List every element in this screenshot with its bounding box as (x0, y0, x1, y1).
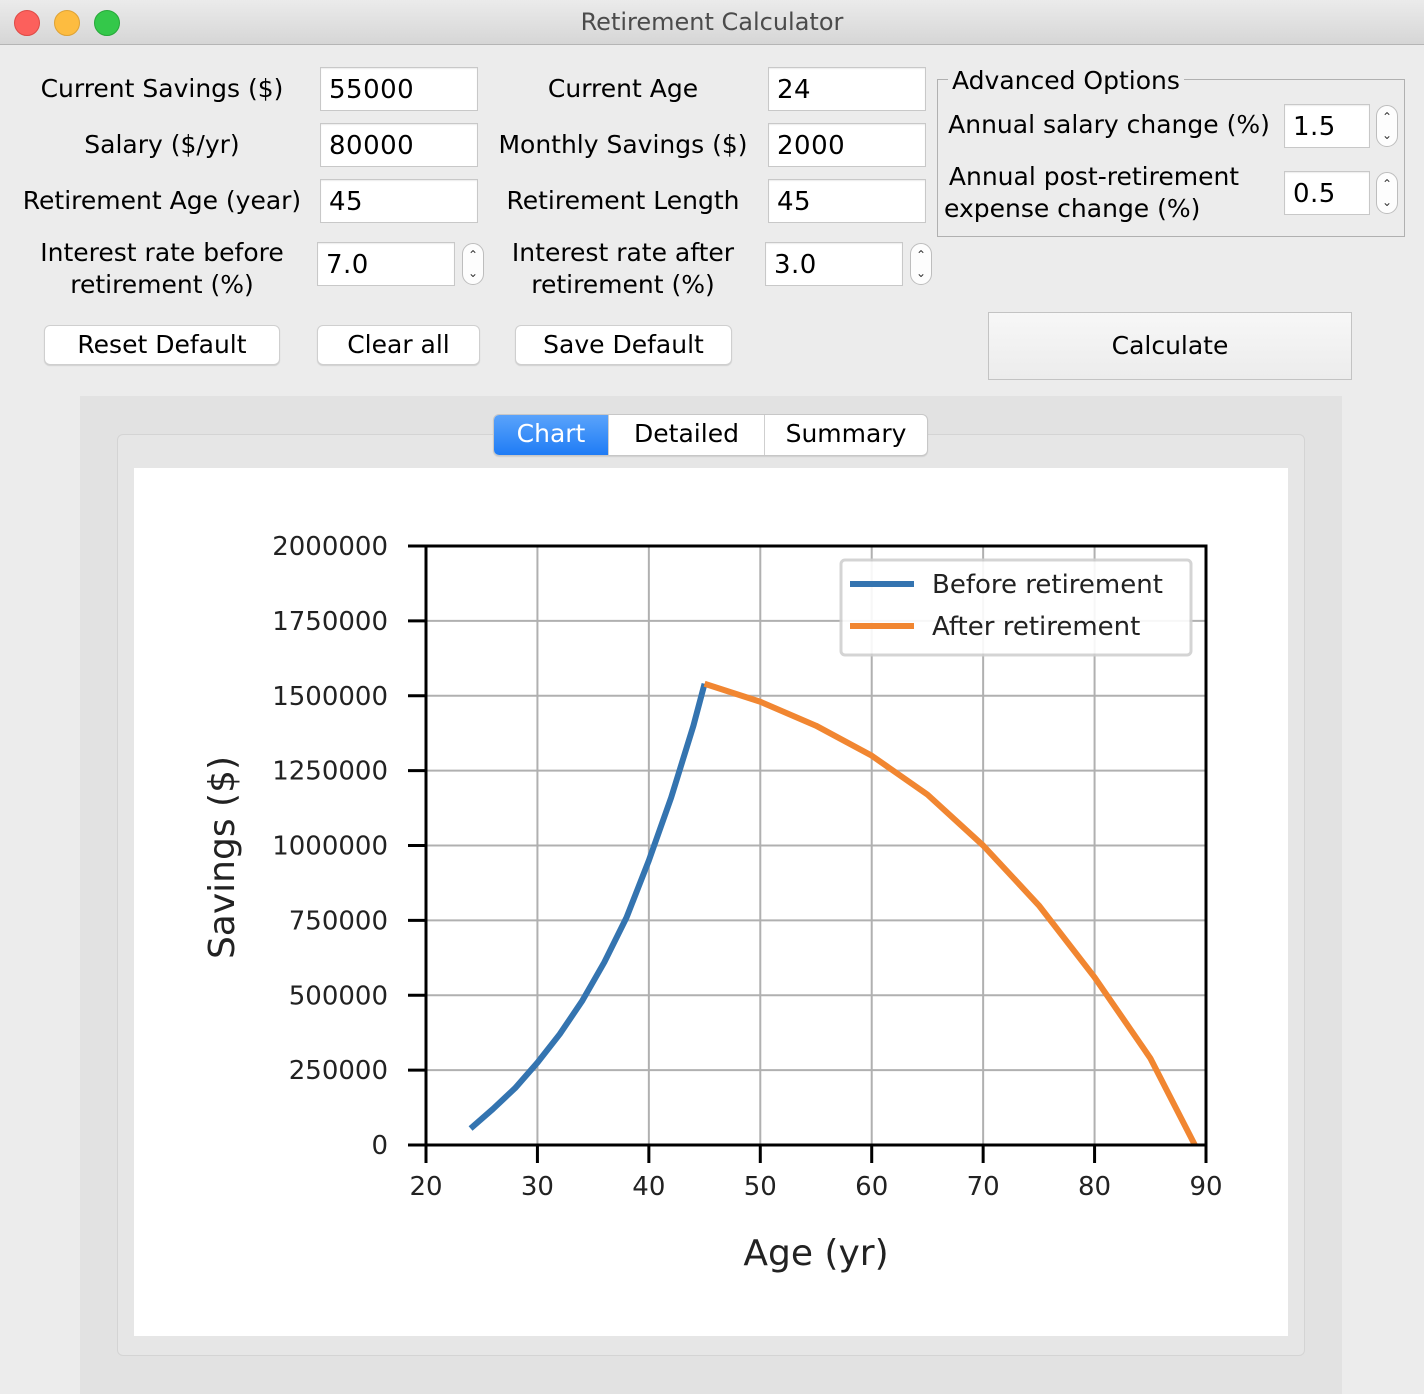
current-age-label: Current Age (547, 74, 699, 103)
expense-change-label-line2: expense change (%) (944, 194, 1201, 223)
legend-label-before: Before retirement (932, 570, 1163, 600)
legend-label-after: After retirement (932, 612, 1140, 642)
y-tick-label: 1500000 (272, 682, 388, 712)
x-tick-label: 60 (855, 1172, 888, 1202)
y-tick-label: 1000000 (272, 832, 388, 862)
interest-before-input[interactable]: 7.0 (317, 242, 455, 286)
series-line-after (703, 680, 1198, 1147)
current-savings-input[interactable]: 55000 (320, 67, 478, 111)
tab-detailed[interactable]: Detailed (608, 415, 764, 455)
x-tick-label: 50 (744, 1172, 777, 1202)
chevron-down-icon[interactable]: ⌄ (467, 266, 479, 280)
interest-after-label-line2: retirement (%) (531, 270, 715, 299)
x-tick-label: 20 (409, 1172, 442, 1202)
reset-default-button[interactable]: Reset Default (44, 325, 280, 365)
x-tick-label: 30 (521, 1172, 554, 1202)
retirement-age-input[interactable]: 45 (320, 179, 478, 223)
interest-before-label-line2: retirement (%) (70, 270, 254, 299)
retirement-age-label: Retirement Age (year) (22, 186, 302, 215)
chevron-down-icon[interactable]: ⌄ (1381, 195, 1393, 209)
title-bar: Retirement Calculator (0, 0, 1424, 45)
monthly-savings-label: Monthly Savings ($) (498, 130, 748, 159)
salary-change-stepper[interactable]: ⌃ ⌄ (1376, 105, 1398, 147)
chevron-down-icon[interactable]: ⌄ (915, 266, 927, 280)
savings-chart: 20 30 40 50 60 70 80 90 0 250000 500000 750000 10000… (202, 532, 1223, 1274)
interest-before-label-line1: Interest rate before (40, 238, 284, 267)
y-tick-label: 0 (371, 1131, 388, 1161)
y-tick-label: 250000 (289, 1056, 388, 1086)
interest-before-stepper[interactable]: ⌃ ⌄ (462, 243, 484, 285)
salary-change-label: Annual salary change (%) (948, 110, 1270, 139)
salary-change-input[interactable]: 1.5 (1284, 104, 1370, 148)
chevron-up-icon[interactable]: ⌃ (1381, 110, 1393, 124)
y-tick-label: 500000 (289, 981, 388, 1011)
monthly-savings-input[interactable]: 2000 (768, 123, 926, 167)
current-savings-label: Current Savings ($) (40, 74, 284, 103)
y-tick-label: 1750000 (272, 607, 388, 637)
legend-box (839, 558, 1193, 657)
chevron-down-icon[interactable]: ⌄ (1381, 128, 1393, 142)
expense-change-input[interactable]: 0.5 (1284, 171, 1370, 215)
y-tick-label: 750000 (289, 906, 388, 936)
tab-summary[interactable]: Summary (764, 415, 927, 455)
x-tick-label: 90 (1189, 1172, 1222, 1202)
interest-after-input[interactable]: 3.0 (765, 242, 903, 286)
x-tick-label: 70 (967, 1172, 1000, 1202)
clear-all-button[interactable]: Clear all (317, 325, 480, 365)
plot-canvas: 20 30 40 50 60 70 80 90 0 250000 500000 750000 10000… (134, 468, 1288, 1336)
interest-after-stepper[interactable]: ⌃ ⌄ (910, 243, 932, 285)
save-default-button[interactable]: Save Default (515, 325, 732, 365)
expense-change-stepper[interactable]: ⌃ ⌄ (1376, 172, 1398, 214)
calculate-button[interactable]: Calculate (988, 312, 1352, 380)
retirement-length-input[interactable]: 45 (768, 179, 926, 223)
close-window-button[interactable] (14, 10, 40, 36)
y-tick-label: 2000000 (272, 532, 388, 562)
current-age-input[interactable]: 24 (768, 67, 926, 111)
chevron-up-icon[interactable]: ⌃ (467, 248, 479, 262)
chevron-up-icon[interactable]: ⌃ (1381, 177, 1393, 191)
window-title: Retirement Calculator (580, 8, 844, 36)
interest-after-label-line1: Interest rate after (511, 238, 735, 267)
advanced-options-title: Advanced Options (948, 66, 1184, 96)
maximize-window-button[interactable] (94, 10, 120, 36)
y-axis-label: Savings ($) (202, 756, 243, 959)
salary-label: Salary ($/yr) (84, 130, 240, 159)
minimize-window-button[interactable] (54, 10, 80, 36)
series-line-before (468, 682, 708, 1131)
x-tick-label: 40 (632, 1172, 665, 1202)
chevron-up-icon[interactable]: ⌃ (915, 248, 927, 262)
tab-bar: Chart Detailed Summary (493, 414, 928, 456)
y-tick-label: 1250000 (272, 757, 388, 787)
x-axis-label: Age (yr) (743, 1233, 888, 1274)
retirement-length-label: Retirement Length (506, 186, 740, 215)
x-tick-label: 80 (1078, 1172, 1111, 1202)
expense-change-label-line1: Annual post-retirement (948, 162, 1240, 191)
tab-chart[interactable]: Chart (494, 415, 608, 455)
salary-input[interactable]: 80000 (320, 123, 478, 167)
